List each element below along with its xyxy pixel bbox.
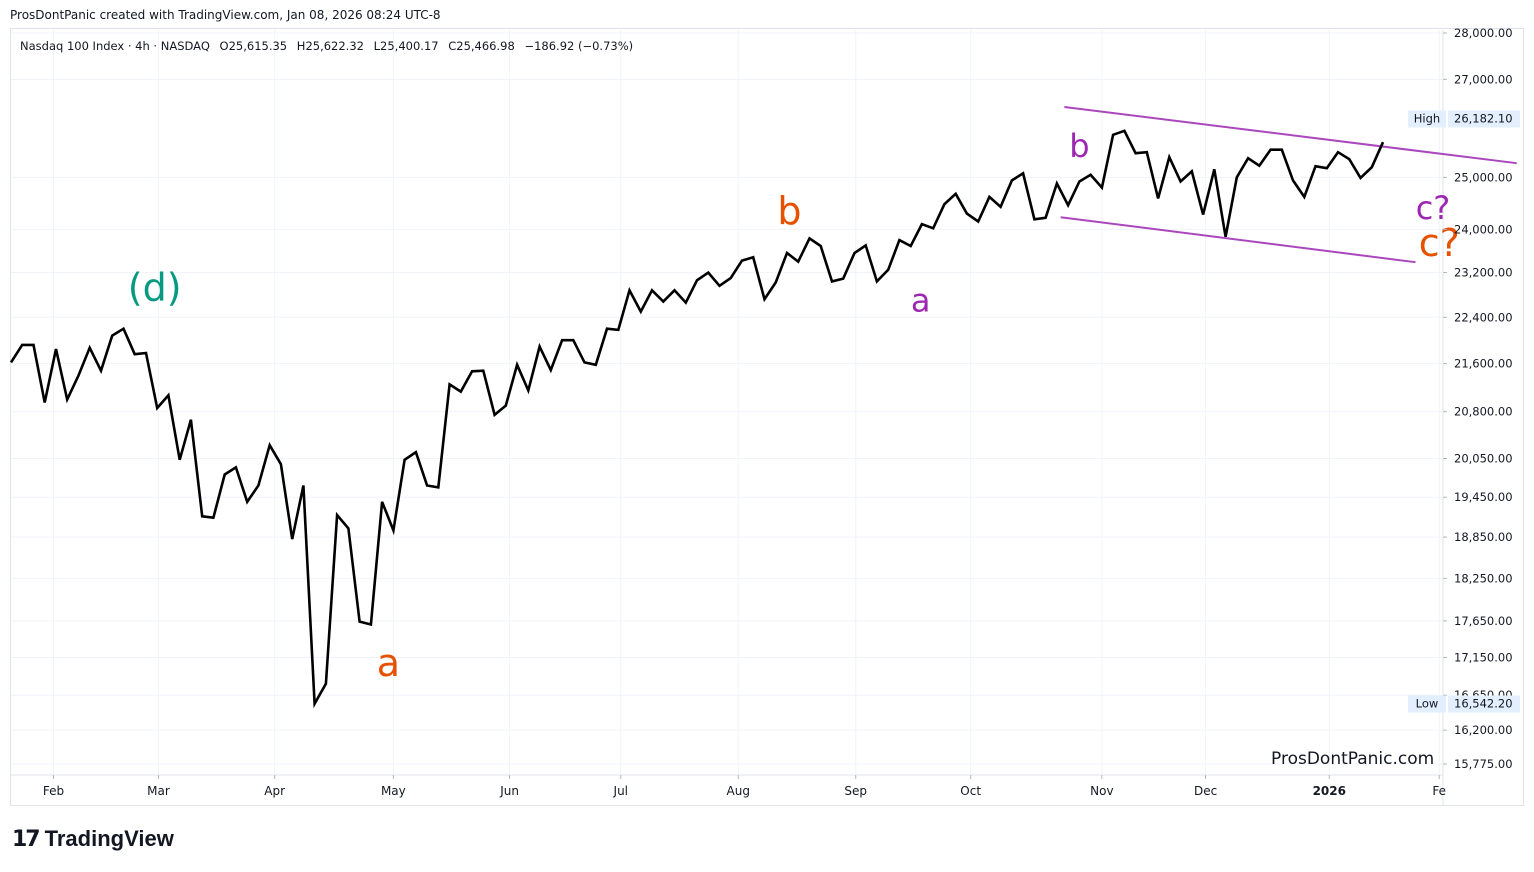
x-tick-label: Apr <box>264 784 285 798</box>
badge-label: High <box>1414 112 1440 126</box>
y-tick-label: 21,600.00 <box>1454 357 1513 371</box>
x-tick-label: Aug <box>727 784 750 798</box>
legend-low: L25,400.17 <box>373 39 439 53</box>
legend-high: H25,622.32 <box>296 39 364 53</box>
chart-frame <box>10 28 1524 806</box>
y-tick-label: 20,050.00 <box>1454 451 1513 465</box>
badge-label-box <box>1408 695 1446 713</box>
x-tick-label: Sep <box>844 784 867 798</box>
tradingview-logo[interactable]: 17 TradingView <box>12 826 174 852</box>
y-tick-label: 23,200.00 <box>1454 266 1513 280</box>
x-tick-label: Jun <box>499 784 519 798</box>
wave-annotations: (d) a b a b c?c? <box>128 127 1460 685</box>
y-tick-label: 27,000.00 <box>1454 72 1513 86</box>
badge-value-box <box>1448 695 1520 713</box>
legend-change: −186.92 (−0.73%) <box>524 39 634 53</box>
wave-label-orange: b <box>777 189 801 233</box>
channel-trendline <box>1064 106 1517 165</box>
tradingview-logo-text: TradingView <box>44 826 174 851</box>
legend-close: C25,466.98 <box>448 39 515 53</box>
y-tick-label: 18,250.00 <box>1454 571 1513 585</box>
chart-credit: ProsDontPanic created with TradingView.c… <box>10 8 441 22</box>
channel-lines <box>1060 106 1517 264</box>
high-badge: High 26,182.10 <box>1408 110 1520 128</box>
y-tick-label: 16,200.00 <box>1454 723 1513 737</box>
x-tick-label: May <box>381 784 406 798</box>
y-tick-label: 22,400.00 <box>1454 310 1513 324</box>
x-tick-label: Nov <box>1090 784 1113 798</box>
y-tick-label: 18,850.00 <box>1454 530 1513 544</box>
legend-symbol: Nasdaq 100 Index · 4h · NASDAQ <box>20 39 210 53</box>
price-badges: High 26,182.10 Low 16,542.20 <box>1408 110 1520 713</box>
wave-label-purple: c? <box>1416 189 1451 227</box>
channel-trendline <box>1060 216 1416 264</box>
ohlc-legend: Nasdaq 100 Index · 4h · NASDAQ O25,615.3… <box>20 39 639 53</box>
price-line <box>9 129 1385 709</box>
badge-label-box <box>1408 110 1446 128</box>
price-series <box>9 129 1385 709</box>
y-tick-label: 15,775.00 <box>1454 757 1513 771</box>
badge-value-box <box>1448 110 1520 128</box>
y-tick-label: 25,000.00 <box>1454 170 1513 184</box>
y-tick-label: 19,450.00 <box>1454 490 1513 504</box>
time-axis: Feb Mar Apr May Jun Jul Aug Sep Oct Nov Dec 2026 Fe <box>43 775 1446 798</box>
tradingview-logo-icon: 17 <box>12 826 41 852</box>
wave-label-orange: a <box>377 641 400 685</box>
wave-label-purple: b <box>1069 127 1089 165</box>
wave-label-orange: c? <box>1419 221 1460 265</box>
x-tick-label: Oct <box>960 784 981 798</box>
x-tick-label: Mar <box>147 784 170 798</box>
badge-label: Low <box>1416 696 1439 710</box>
y-tick-label: 28,000.00 <box>1454 26 1513 40</box>
wave-label-teal: (d) <box>128 265 182 309</box>
x-tick-label: Dec <box>1194 784 1217 798</box>
y-tick-label: 20,800.00 <box>1454 405 1513 419</box>
y-tick-label: 17,650.00 <box>1454 614 1513 628</box>
y-tick-label: 24,000.00 <box>1454 222 1513 236</box>
x-tick-label: 2026 <box>1313 784 1346 798</box>
watermark-text: ProsDontPanic.com <box>1271 749 1435 769</box>
grid-lines <box>11 30 1444 805</box>
badge-value: 26,182.10 <box>1454 112 1513 126</box>
low-badge: Low 16,542.20 <box>1408 695 1520 713</box>
legend-open: O25,615.35 <box>219 39 288 53</box>
price-axis: 28,000.00 27,000.00 25,000.00 24,000.00 23,2… <box>1443 26 1513 771</box>
badge-value: 16,542.20 <box>1454 696 1513 710</box>
x-tick-label: Feb <box>43 784 64 798</box>
x-tick-label: Jul <box>613 784 628 798</box>
y-tick-label: 17,150.00 <box>1454 651 1513 665</box>
x-tick-label: Fe <box>1432 784 1446 798</box>
wave-label-purple: a <box>911 282 931 320</box>
